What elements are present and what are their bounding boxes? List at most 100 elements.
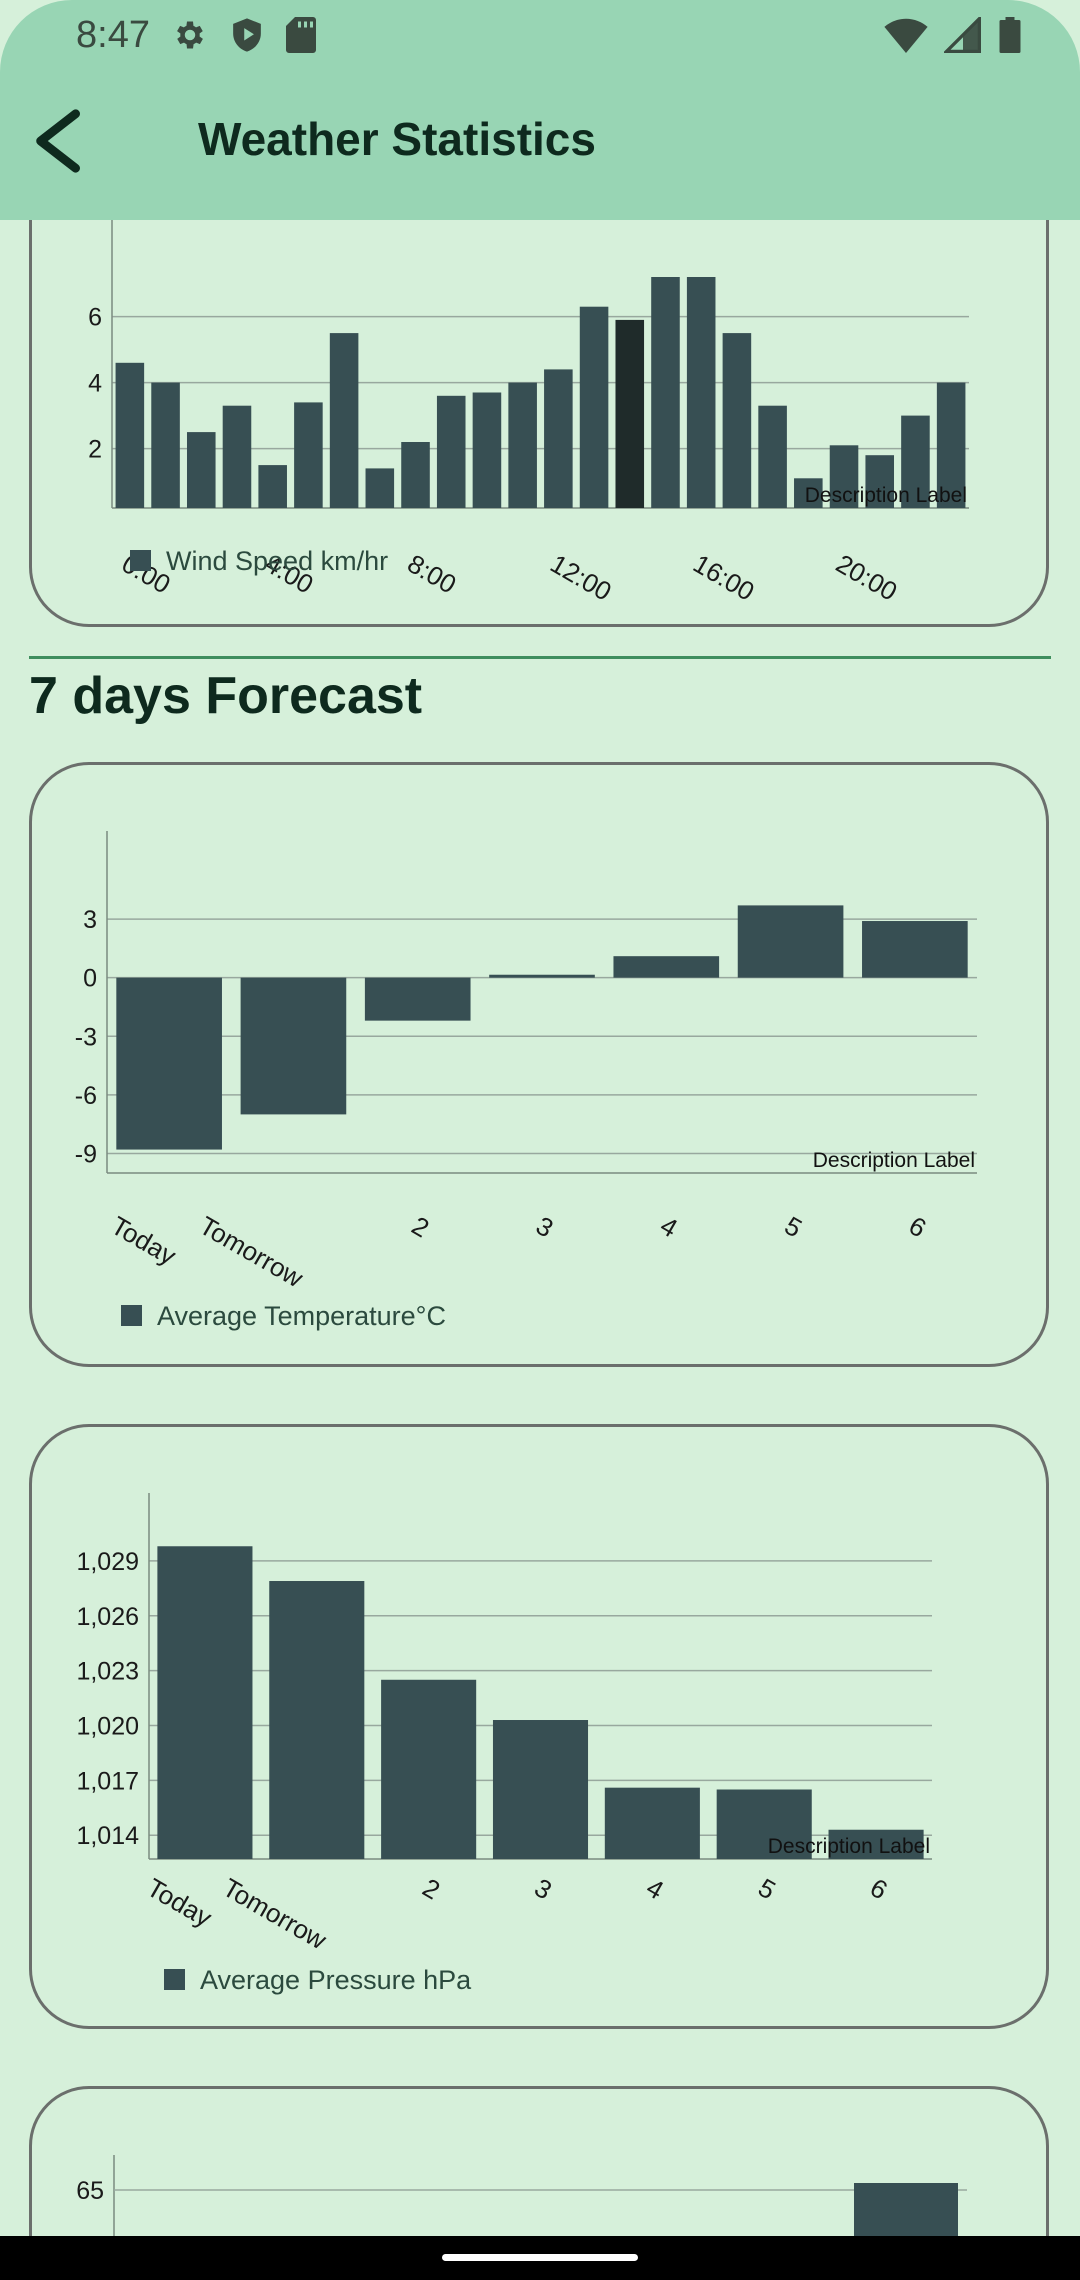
- pressure-chart: 1,014 1,017 1,020 1,023 1,026 1,029 Today Tomor…: [76, 1493, 932, 1995]
- bar: [758, 405, 787, 508]
- legend-swatch: [121, 1305, 142, 1326]
- bar: [862, 921, 968, 978]
- bar: [294, 402, 323, 508]
- description-label: Description Label: [813, 1149, 975, 1172]
- legend-label: Wind Speed km/hr: [166, 546, 388, 576]
- x-tick-label: Today: [142, 1872, 217, 1933]
- x-tick-label: Today: [106, 1210, 181, 1271]
- bar: [651, 277, 680, 508]
- bar: [686, 277, 716, 508]
- bar: [157, 1546, 253, 1859]
- status-bar: 8:47: [0, 0, 1080, 70]
- x-tick-label: 2: [418, 1872, 446, 1905]
- y-tick-label: -9: [75, 1140, 97, 1168]
- x-tick-label: 12:00: [545, 548, 616, 607]
- bar: [794, 478, 823, 508]
- bar: [381, 1679, 477, 1859]
- x-tick-label: 4: [655, 1210, 683, 1243]
- pressure-chart-card: 1,014 1,017 1,020 1,023 1,026 1,029 Today Tomor…: [29, 1424, 1049, 2029]
- x-tick-label: 4: [641, 1872, 669, 1905]
- page-title: Weather Statistics: [198, 113, 596, 165]
- bar: [737, 905, 844, 978]
- bar: [472, 392, 502, 508]
- x-tick-label: 5: [753, 1872, 781, 1905]
- signal-icon: [944, 17, 981, 53]
- status-time: 8:47: [76, 13, 150, 56]
- home-handle[interactable]: [442, 2254, 638, 2261]
- y-tick-label: 1,014: [76, 1822, 139, 1850]
- x-tick-label: 5: [780, 1210, 808, 1243]
- y-tick-label: 3: [83, 906, 97, 934]
- y-tick-label: 1,017: [76, 1767, 139, 1795]
- bar: [116, 977, 222, 1150]
- navigation-bar: [0, 2236, 1080, 2280]
- bar: [508, 382, 537, 508]
- bar: [364, 977, 471, 1021]
- temperature-chart: 3 0 -3 -6 -9 Today Tomorrow 2 3 4 5 6 Description La…: [75, 831, 977, 1331]
- y-tick-label: 1,023: [76, 1658, 139, 1686]
- x-tick-label: 6: [865, 1872, 893, 1905]
- sd-card-icon: [285, 17, 316, 53]
- bar: [401, 442, 430, 508]
- x-tick-label: Tomorrow: [194, 1210, 308, 1293]
- x-tick-label: 3: [531, 1210, 559, 1243]
- app-bar: 8:47 Weather Statistics: [0, 0, 1080, 220]
- bar: [115, 362, 145, 508]
- y-tick-label: 1,020: [76, 1712, 139, 1740]
- legend-label: Average Temperature°C: [157, 1301, 446, 1331]
- x-tick-label: 16:00: [688, 548, 759, 607]
- y-tick-label: 4: [88, 370, 102, 398]
- description-label: Description Label: [768, 1835, 930, 1858]
- section-divider: [29, 656, 1051, 659]
- legend-swatch: [130, 550, 151, 571]
- bar: [865, 455, 895, 508]
- bar: [828, 1829, 924, 1859]
- y-tick-label: 6: [88, 304, 102, 332]
- bar: [151, 382, 180, 508]
- bar: [722, 333, 752, 508]
- section-title: 7 days Forecast: [29, 667, 423, 725]
- bar: [544, 369, 573, 508]
- bar: [829, 445, 859, 508]
- y-tick-label: 0: [83, 965, 97, 993]
- wifi-icon: [884, 18, 928, 53]
- x-tick-label: 20:00: [831, 548, 902, 607]
- bar: [716, 1789, 812, 1859]
- bar: [222, 405, 252, 508]
- x-tick-label: Tomorrow: [218, 1872, 332, 1955]
- bar: [901, 415, 930, 508]
- bar: [186, 432, 216, 508]
- bar: [854, 2183, 958, 2236]
- bar: [489, 974, 595, 978]
- temperature-chart-card: 3 0 -3 -6 -9 Today Tomorrow 2 3 4 5 6 Description La…: [29, 762, 1049, 1367]
- bar: [492, 1720, 589, 1859]
- x-tick-label: 8:00: [403, 548, 462, 599]
- bar: [365, 468, 395, 508]
- y-tick-label: 2: [88, 436, 102, 464]
- y-tick-label: 65: [76, 2177, 104, 2205]
- y-tick-label: -3: [75, 1023, 97, 1051]
- battery-icon: [999, 17, 1021, 53]
- bar: [615, 319, 645, 508]
- wind-chart-card: 2 4 6 0:00 4:00 8:00 12:00 16:00 20:00 Descriptio…: [29, 220, 1049, 627]
- gear-icon: [177, 21, 203, 49]
- bar: [258, 465, 287, 508]
- bar: [579, 306, 609, 508]
- x-tick-label: 2: [407, 1210, 435, 1243]
- scroll-content[interactable]: 2 4 6 0:00 4:00 8:00 12:00 16:00 20:00 Descriptio…: [0, 220, 1080, 2236]
- bar: [269, 1581, 365, 1859]
- humidity-chart: 65: [76, 2155, 967, 2236]
- legend-label: Average Pressure hPa: [200, 1965, 472, 1995]
- bar: [613, 956, 720, 978]
- bar: [329, 333, 359, 508]
- description-label: Description Label: [805, 484, 967, 507]
- bar: [240, 977, 347, 1115]
- y-tick-label: 1,026: [76, 1603, 139, 1631]
- x-tick-label: 3: [530, 1872, 558, 1905]
- y-tick-label: 1,029: [76, 1548, 139, 1576]
- arrow-back-icon[interactable]: [30, 106, 94, 176]
- x-tick-label: 6: [904, 1210, 932, 1243]
- y-tick-label: -6: [75, 1082, 97, 1110]
